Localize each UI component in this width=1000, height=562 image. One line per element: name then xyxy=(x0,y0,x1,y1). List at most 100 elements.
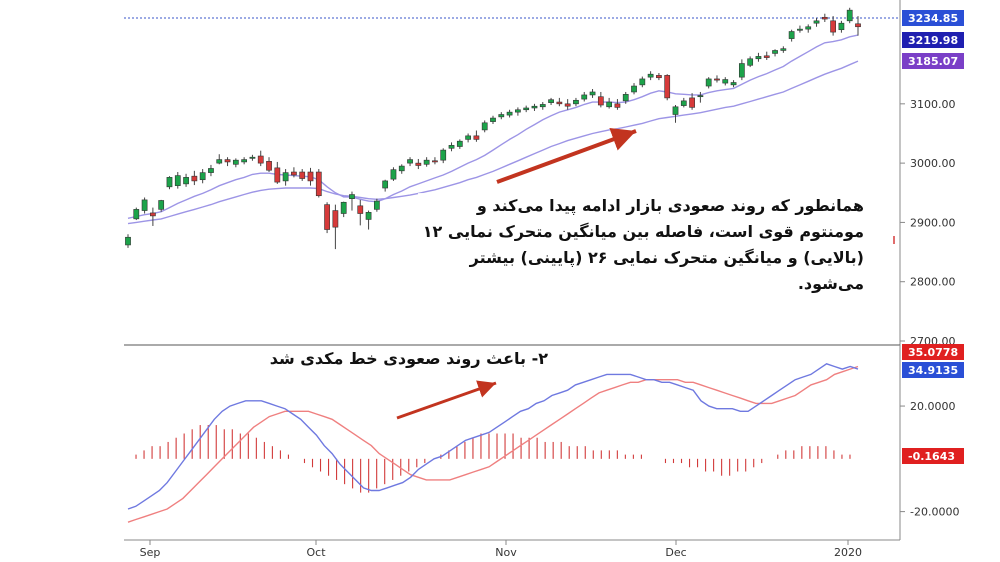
candle xyxy=(548,97,554,106)
axes: 3100.003000.002900.002800.002700.003234.… xyxy=(140,10,964,559)
candle xyxy=(531,103,538,111)
candle xyxy=(407,157,413,167)
candle xyxy=(432,157,438,165)
ema-12-line xyxy=(127,34,859,219)
candle xyxy=(241,157,248,165)
candle xyxy=(747,56,754,68)
candle xyxy=(324,202,330,234)
candle xyxy=(448,142,455,152)
candle xyxy=(855,16,861,36)
month-label: Oct xyxy=(306,546,326,559)
candle xyxy=(440,148,447,164)
candle xyxy=(788,29,795,42)
candle xyxy=(597,91,604,108)
svg-text:-0.1643: -0.1643 xyxy=(908,450,955,463)
macd-value-tag: 34.9135 xyxy=(902,362,964,378)
candle xyxy=(564,99,571,110)
candle xyxy=(307,167,314,186)
candle xyxy=(631,83,637,95)
annotation-main: همانطور که روند صعودی بازار ادامه پیدا م… xyxy=(418,193,864,297)
candle xyxy=(141,197,148,214)
candle xyxy=(556,97,563,107)
candle xyxy=(398,164,405,174)
candle xyxy=(647,71,654,81)
price-tick-label: 2800.00 xyxy=(910,276,956,289)
candle xyxy=(216,154,223,165)
candle xyxy=(382,179,389,192)
candle xyxy=(274,161,281,184)
candle xyxy=(680,97,687,108)
candle xyxy=(332,204,339,250)
candle xyxy=(581,91,588,102)
candle xyxy=(639,76,646,88)
ema-lines xyxy=(127,34,859,225)
candle xyxy=(133,207,140,221)
svg-text:3234.85: 3234.85 xyxy=(908,12,958,25)
price-tick-label: 2900.00 xyxy=(910,216,956,229)
trend-arrow-price xyxy=(496,128,637,184)
svg-text:34.9135: 34.9135 xyxy=(908,364,958,377)
candle xyxy=(357,199,364,226)
candle xyxy=(191,170,198,186)
candle xyxy=(697,91,704,103)
candle xyxy=(232,158,239,168)
candle xyxy=(722,77,729,86)
candle xyxy=(573,97,579,107)
candle xyxy=(473,130,480,142)
candle xyxy=(515,107,521,116)
month-label: Nov xyxy=(495,546,517,559)
macd-lines xyxy=(127,363,859,523)
candle xyxy=(291,167,297,178)
price-tag: 3219.98 xyxy=(902,32,964,48)
candle xyxy=(755,52,762,62)
candle xyxy=(340,201,347,218)
candle xyxy=(763,51,770,60)
candle xyxy=(365,210,372,230)
macd-tick-label: 20.0000 xyxy=(910,400,956,413)
candle xyxy=(780,46,787,53)
macd-value-tag: -0.1643 xyxy=(902,448,964,464)
candle xyxy=(315,169,322,198)
candle xyxy=(539,102,546,110)
candle xyxy=(299,169,306,181)
candle xyxy=(158,199,165,212)
candle xyxy=(349,191,355,211)
svg-text:35.0778: 35.0778 xyxy=(908,346,958,359)
candle xyxy=(689,93,695,110)
price-tick-label: 3000.00 xyxy=(910,157,956,170)
month-label: Sep xyxy=(140,546,161,559)
candle xyxy=(282,169,289,186)
macd-tick-label: -20.0000 xyxy=(910,506,959,519)
candle xyxy=(606,97,613,109)
candle xyxy=(224,157,231,167)
candle xyxy=(373,198,380,212)
candle xyxy=(705,77,712,89)
candle xyxy=(183,173,189,187)
svg-text:3185.07: 3185.07 xyxy=(908,55,958,68)
candle xyxy=(266,157,272,173)
candle xyxy=(830,16,836,36)
candle xyxy=(174,172,181,189)
price-tag: 3185.07 xyxy=(902,53,964,69)
candle xyxy=(199,169,206,184)
candle xyxy=(730,80,737,88)
candle xyxy=(813,17,820,27)
candle xyxy=(672,105,679,123)
candle xyxy=(805,24,812,33)
candle xyxy=(506,109,513,118)
price-tick-label: 3100.00 xyxy=(910,98,956,111)
macd-histogram xyxy=(135,425,851,493)
candle xyxy=(490,115,496,124)
candle xyxy=(622,91,629,104)
month-label: 2020 xyxy=(834,546,862,559)
svg-text:3219.98: 3219.98 xyxy=(908,34,958,47)
candle xyxy=(423,157,430,167)
candle xyxy=(797,25,803,33)
candle xyxy=(166,176,173,190)
candle xyxy=(846,7,853,24)
candle xyxy=(738,59,745,81)
candle xyxy=(772,49,778,57)
candle xyxy=(150,207,156,226)
candle xyxy=(838,20,845,33)
